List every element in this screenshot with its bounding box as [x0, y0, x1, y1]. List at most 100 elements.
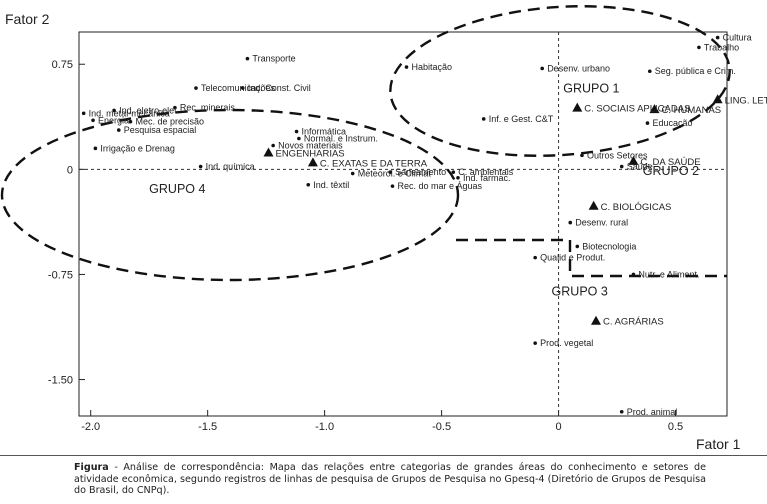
- sector-label: Cultura: [723, 33, 752, 43]
- sector-point: [112, 108, 116, 113]
- sector-point: [93, 146, 98, 151]
- area-triangle: [572, 102, 583, 112]
- sector-label: Habitação: [412, 62, 453, 72]
- area-label: C. DA SAÚDE: [640, 157, 700, 168]
- sector-label: Qualid e Produt.: [540, 253, 605, 263]
- sector-label: Informática: [302, 127, 347, 137]
- sector-point: [128, 119, 133, 124]
- sector-label: Nutr. e Aliment.: [638, 269, 699, 279]
- x-axis-label: Fator 1: [696, 436, 741, 452]
- sector-label: Ind. metal-mecânica: [89, 108, 170, 118]
- sector-point: [645, 121, 650, 125]
- area-triangle: [588, 200, 599, 210]
- area-label: C. HUMANAS: [661, 105, 721, 116]
- sector-point: [648, 69, 652, 74]
- x-tick-label: -2.0: [81, 421, 100, 433]
- sector-point: [451, 170, 456, 174]
- area-label: ENGENHARIAS: [275, 149, 344, 160]
- area-label: C. BIOLÓGICAS: [601, 202, 672, 213]
- area-triangle: [649, 104, 660, 114]
- sector-label: Ind. farmac.: [463, 173, 511, 183]
- area-triangle: [590, 315, 601, 325]
- caption-divider: [0, 455, 767, 456]
- sector-point: [481, 117, 486, 121]
- sector-label: Saneamento: [395, 167, 446, 177]
- sector-point: [631, 272, 636, 277]
- area-label: C. SOCIAIS APLICADAS: [584, 104, 690, 115]
- sector-point: [81, 111, 86, 116]
- sector-point: [533, 341, 537, 345]
- sector-point: [194, 86, 198, 90]
- sector-label: Ind. eletro-elet.: [119, 105, 179, 115]
- sector-point: [245, 56, 250, 61]
- x-tick-label: 0.5: [668, 421, 683, 433]
- sector-label: Energia: [98, 115, 129, 125]
- y-tick-label: 0: [67, 164, 73, 176]
- sector-point: [540, 66, 544, 71]
- sector-point: [568, 220, 573, 225]
- area-label: C. AGRÁRIAS: [603, 317, 664, 328]
- sector-label: Trabalho: [704, 42, 739, 52]
- sector-label: Educação: [652, 118, 692, 128]
- area-triangle: [712, 94, 723, 104]
- sector-point: [91, 118, 95, 123]
- correspondence-map: Fator 2 Fator 1 -2.0 -1.5 -1.0 -0.5 0 0.5 0.75…: [0, 5, 767, 452]
- group-label: GRUPO 3: [552, 284, 608, 298]
- sector-point: [619, 164, 624, 169]
- group-4-outline: [0, 108, 460, 282]
- sector-label: Biotecnologia: [582, 241, 636, 251]
- sector-label: Irrigação e Drenag: [100, 143, 175, 153]
- sector-point: [240, 86, 245, 90]
- sector-point: [390, 184, 395, 188]
- sector-label: Prod. vegetal: [540, 338, 593, 348]
- sector-label: Novos materiais: [278, 141, 343, 151]
- sector-point: [456, 175, 460, 180]
- sector-label: Ind. Const. Civil: [248, 83, 311, 93]
- area-triangle: [628, 155, 639, 165]
- sector-label: Mec. de precisão: [135, 117, 204, 127]
- sector-label: Desenv. urbano: [547, 63, 610, 73]
- sector-point: [575, 244, 580, 249]
- sector-point: [198, 164, 203, 169]
- group-1-outline: [389, 5, 731, 157]
- sector-label: Outros Setores: [587, 150, 648, 160]
- sector-point: [294, 129, 299, 134]
- sector-label: Seg. pública e Crim.: [655, 66, 736, 76]
- area-label: LING. LETRAS E ARTES: [725, 95, 767, 106]
- sector-label: Telecomunicações: [201, 83, 276, 93]
- x-tick-label: -1.5: [198, 421, 217, 433]
- sector-point: [404, 65, 409, 69]
- sector-label: Ind. têxtil: [313, 180, 349, 190]
- sector-label: Rec. do mar e Águas: [397, 181, 482, 191]
- group-label: GRUPO 1: [563, 81, 619, 95]
- sector-label: Inf. e Gest. C&T: [489, 114, 554, 124]
- sector-label: Normal. e Instrum.: [304, 134, 378, 144]
- sector-point: [697, 45, 701, 50]
- figure-caption: Figura - Análise de correspondência: Map…: [74, 462, 706, 497]
- area-triangle: [263, 147, 274, 157]
- sector-point: [350, 171, 355, 176]
- group-3-boundary: [456, 238, 727, 278]
- sector-point: [388, 170, 392, 174]
- y-axis-label: Fator 2: [5, 11, 50, 27]
- group-label: GRUPO 2: [643, 164, 699, 178]
- group-label: GRUPO 4: [149, 182, 205, 196]
- sector-label: Pesquisa espacial: [124, 125, 197, 135]
- caption-text: - Análise de correspondência: Mapa das r…: [74, 462, 706, 497]
- caption-label: Figura: [74, 462, 109, 473]
- y-tick-label: 0.75: [52, 59, 73, 71]
- sector-point: [715, 35, 720, 40]
- x-tick-label: 0: [556, 421, 562, 433]
- y-tick-label: -0.75: [48, 269, 73, 281]
- sector-label: Desenv. rural: [575, 218, 628, 228]
- sector-label: C. ambientais: [458, 167, 514, 177]
- y-tick-label: -1.50: [48, 375, 73, 387]
- sector-point: [116, 128, 121, 132]
- sector-point: [297, 136, 301, 141]
- area-label: C. EXATAS E DA TERRA: [320, 158, 428, 169]
- sector-point: [619, 409, 624, 414]
- sector-label: Prod. animal: [627, 407, 678, 417]
- sector-point: [271, 143, 275, 148]
- sector-point: [173, 105, 177, 110]
- sector-label: Rec. minerais: [180, 103, 236, 113]
